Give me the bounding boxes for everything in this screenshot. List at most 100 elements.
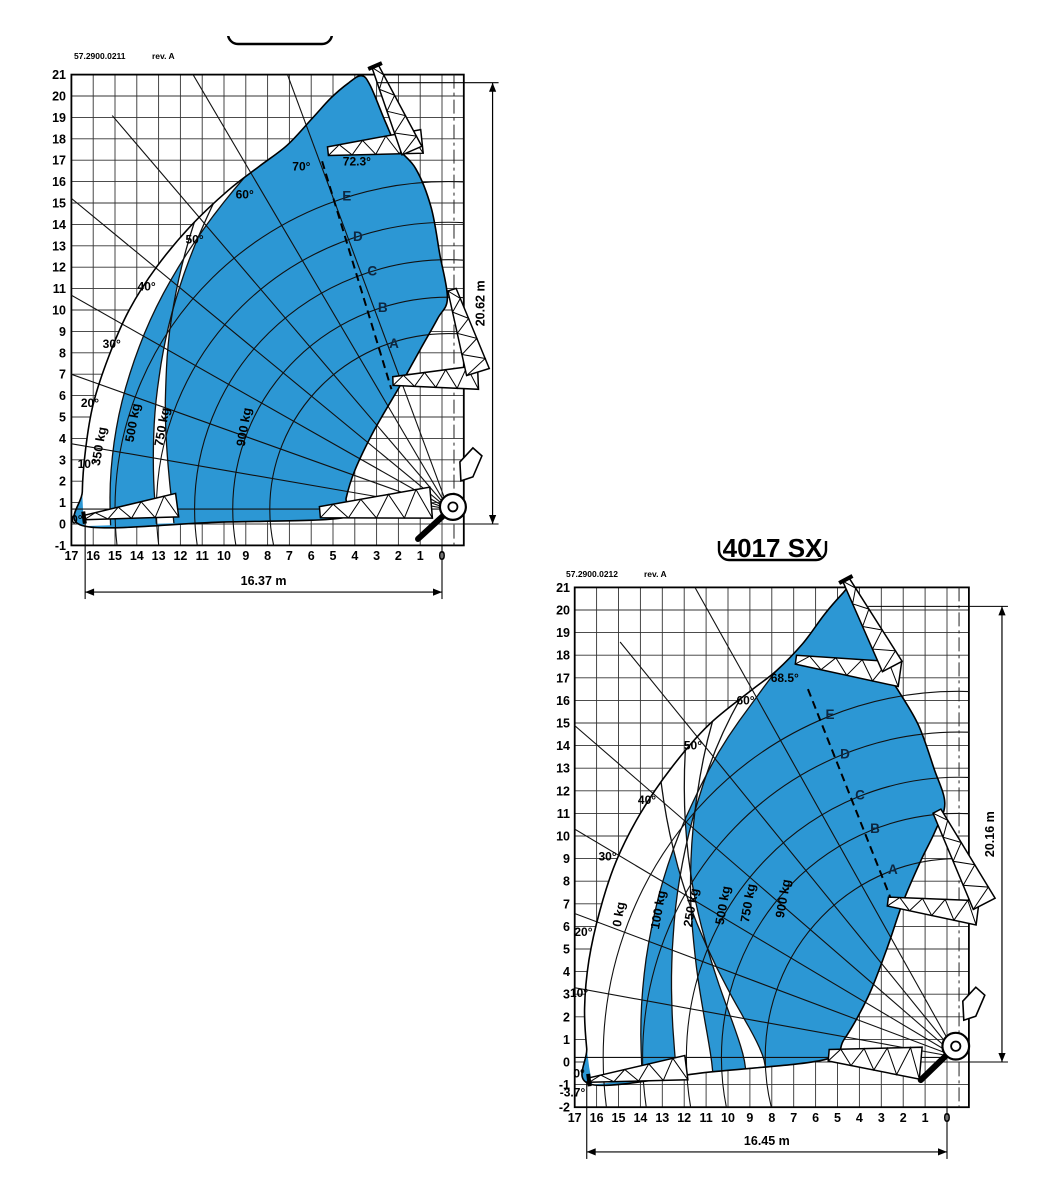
- y-axis-tick-label: 8: [563, 875, 570, 889]
- x-axis-tick-label: 12: [677, 1111, 691, 1125]
- y-axis-tick-label: 0: [563, 1056, 570, 1070]
- y-axis-tick-label: 12: [556, 784, 570, 798]
- y-axis-tick-label: 14: [52, 218, 66, 232]
- angle-radial-line: [574, 987, 959, 1059]
- x-axis-tick-label: 17: [568, 1111, 582, 1125]
- revision-label: rev. A: [644, 569, 667, 579]
- y-axis-tick-label: 16: [556, 694, 570, 708]
- angle-label: 40°: [638, 793, 656, 807]
- chart-2: 0° 10° 20° 30° 40° 50° 60° 68.5° -3.7° 0 kg 100 kg…: [556, 533, 1008, 1159]
- angle-label: 70°: [292, 160, 310, 174]
- load-zone-boundary: [152, 202, 215, 524]
- machine-overlay: [586, 574, 997, 1108]
- reach-dimension-label: 16.45 m: [744, 1134, 790, 1148]
- y-axis-tick-label: 6: [59, 389, 66, 403]
- angle-radial-line: [574, 828, 959, 1058]
- model-title: 4017 SX: [723, 533, 823, 563]
- y-axis-tick-label: 2: [59, 475, 66, 489]
- angle-label: 50°: [684, 739, 702, 753]
- x-axis-tick-label: 13: [655, 1111, 669, 1125]
- height-dimension-label: 20.16 m: [983, 811, 997, 857]
- y-axis-tick-label: -1: [55, 539, 66, 553]
- angle-label: 20°: [81, 396, 99, 410]
- x-axis-tick-label: 10: [217, 549, 231, 563]
- load-zone-label: 900 kg: [234, 407, 255, 448]
- x-axis-tick-label: 7: [286, 549, 293, 563]
- y-axis-tick-label: 2: [563, 1010, 570, 1024]
- angle-radial-line: [574, 724, 959, 1058]
- truss-lattice: [84, 495, 180, 521]
- y-axis-tick-label: 7: [59, 368, 66, 382]
- y-axis-tick-label: 10: [556, 830, 570, 844]
- x-axis-tick-label: 3: [373, 549, 380, 563]
- x-axis-tick-label: 14: [130, 549, 144, 563]
- x-axis-tick-label: 15: [108, 549, 122, 563]
- angle-label: 20°: [574, 925, 592, 939]
- turret-wheel-hub: [447, 501, 459, 513]
- x-axis-tick-label: 10: [721, 1111, 735, 1125]
- y-axis-tick-label: 4: [59, 432, 66, 446]
- x-axis-tick-label: 11: [699, 1111, 712, 1125]
- support-bracket: [961, 986, 986, 1022]
- truss-lattice: [827, 1046, 920, 1080]
- angle-label: 50°: [185, 232, 203, 246]
- y-axis-tick-label: 4: [563, 965, 570, 979]
- work-envelope: [574, 587, 969, 1108]
- angle-radial-line: [111, 115, 449, 510]
- min-angle-label: -3.7°: [560, 1086, 586, 1100]
- chart-1: 0° 10° 20° 30° 40° 50° 60° 70° 72.3° 350 kg 500 kg…: [52, 36, 499, 600]
- x-axis-tick-label: 2: [900, 1111, 907, 1125]
- load-zone-band: [584, 671, 776, 1085]
- y-axis-tick-label: 13: [556, 762, 570, 776]
- extension-arc: [194, 259, 464, 546]
- load-zone-band: [671, 698, 741, 1076]
- y-axis-tick-label: 5: [59, 411, 66, 425]
- load-zone-boundary: [660, 781, 766, 1067]
- load-zone-label: 350 kg: [89, 426, 110, 467]
- extension-letter: B: [378, 300, 388, 315]
- angle-label: 60°: [736, 693, 754, 707]
- load-zone-label: 500 kg: [123, 402, 144, 443]
- load-zone-boundary: [683, 750, 747, 1069]
- x-axis-tick-label: 14: [633, 1111, 647, 1125]
- boom-tip-plate: [367, 61, 383, 71]
- angle-radial-line: [71, 443, 449, 510]
- x-axis-tick-label: 9: [746, 1111, 753, 1125]
- angle-radial-line: [71, 373, 449, 510]
- x-axis-tick-label: 16: [590, 1111, 604, 1125]
- y-axis-tick-label: 0: [59, 518, 66, 532]
- boom-angle-dashed-line: [321, 160, 393, 390]
- load-zone-label: 0 kg: [610, 901, 628, 928]
- x-axis-tick-label: 16: [86, 549, 100, 563]
- angle-label: 10°: [570, 986, 588, 1000]
- max-angle-label: 72.3°: [343, 154, 371, 168]
- load-zone-band: [661, 750, 766, 1069]
- x-axis-tick-label: 5: [330, 549, 337, 563]
- y-axis-tick-label: 16: [52, 175, 66, 189]
- x-axis-tick-label: 6: [812, 1111, 819, 1125]
- model-title-box: [226, 36, 334, 46]
- x-axis-tick-label: 2: [395, 549, 402, 563]
- y-axis-tick-label: 17: [556, 671, 570, 685]
- y-axis-tick-label: 19: [556, 626, 570, 640]
- x-axis-tick-label: 1: [922, 1111, 929, 1125]
- truss-lattice: [932, 812, 990, 910]
- truss-lattice: [371, 66, 418, 156]
- load-zone-band: [82, 176, 246, 527]
- dimensions: [84, 82, 499, 600]
- extension-letter: D: [353, 229, 363, 244]
- y-axis-tick-label: 21: [556, 581, 570, 595]
- angle-radial-line: [574, 912, 959, 1058]
- angle-label: 10°: [78, 457, 96, 471]
- x-axis-tick-label: 4: [856, 1111, 863, 1125]
- truss-lattice: [447, 290, 487, 376]
- envelope-fill: [73, 75, 448, 528]
- dimensions: [586, 605, 1008, 1159]
- work-envelope: [71, 74, 464, 546]
- x-axis-tick-label: 6: [308, 549, 315, 563]
- extension-letter: D: [840, 747, 850, 762]
- extension-arc: [720, 812, 969, 1108]
- x-axis-tick-label: 15: [612, 1111, 626, 1125]
